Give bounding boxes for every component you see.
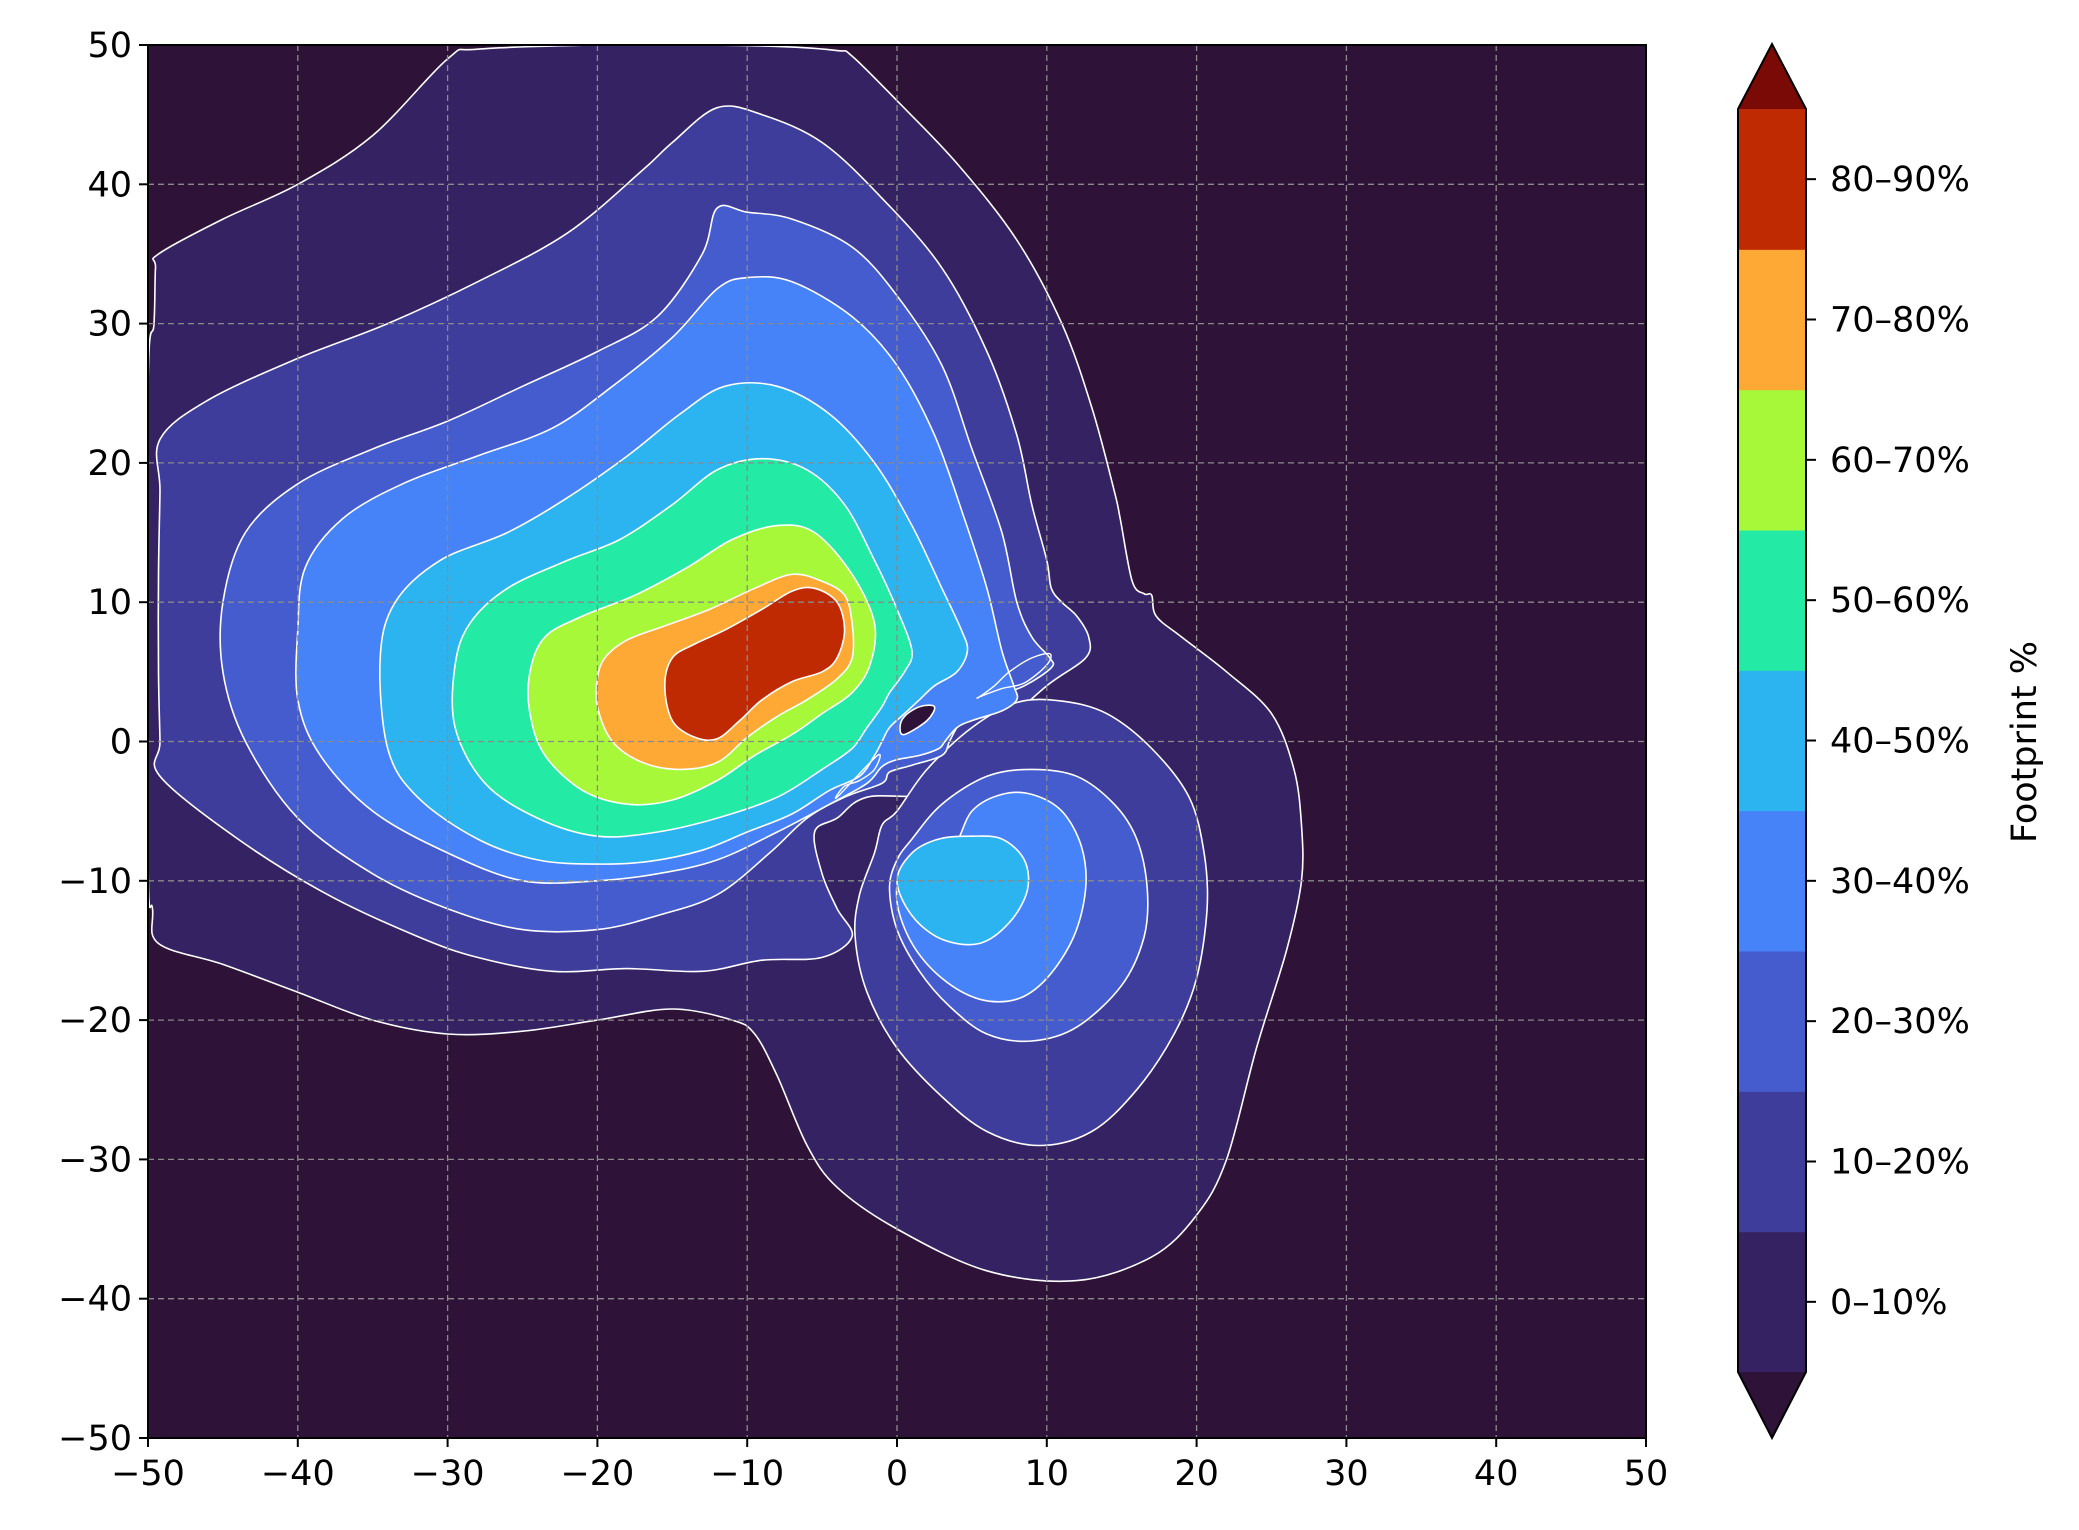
colorbar-outline xyxy=(1737,41,1807,1441)
contour-layer xyxy=(148,45,1304,1283)
colorbar-segment xyxy=(1738,1231,1806,1373)
colorbar-tick-label: 20–30% xyxy=(1830,1002,1970,1042)
colorbar-tick-label: 80–90% xyxy=(1830,160,1970,200)
colorbar-tick-label: 0–10% xyxy=(1830,1283,1948,1323)
x-tick-label: 10 xyxy=(1025,1454,1070,1494)
colorbar-extend-min xyxy=(1738,1372,1806,1438)
x-tick-label: −40 xyxy=(261,1454,335,1494)
x-tick-label: 0 xyxy=(886,1454,908,1494)
x-tick-label: −50 xyxy=(111,1454,185,1494)
y-tick-label: −50 xyxy=(58,1419,132,1459)
y-tick-label: −30 xyxy=(58,1140,132,1180)
colorbar-extend-max xyxy=(1738,44,1806,109)
colorbar-segment xyxy=(1738,249,1806,391)
y-tick-label: 10 xyxy=(87,583,132,623)
colorbar-tick-label: 60–70% xyxy=(1830,441,1970,481)
x-tick-label: 40 xyxy=(1474,1454,1519,1494)
x-tick-label: −10 xyxy=(710,1454,784,1494)
colorbar-segment xyxy=(1738,810,1806,952)
y-tick-label: −10 xyxy=(58,862,132,902)
colorbar-segment xyxy=(1738,389,1806,531)
colorbar-tick-label: 70–80% xyxy=(1830,301,1970,341)
x-axis: −50 −40 −30 −20 −10 0 10 20 30 40 50 xyxy=(111,1438,1668,1494)
x-tick-label: −30 xyxy=(411,1454,485,1494)
y-tick-label: 20 xyxy=(87,444,132,484)
y-axis: −50 −40 −30 −20 −10 0 10 20 30 40 50 xyxy=(58,26,148,1459)
colorbar-segment xyxy=(1738,530,1806,671)
y-tick-label: −20 xyxy=(58,1001,132,1041)
colorbar-tick-label: 40–50% xyxy=(1830,722,1970,762)
colorbar-segment xyxy=(1738,951,1806,1092)
colorbar-segment xyxy=(1738,670,1806,812)
y-tick-label: 30 xyxy=(87,305,132,345)
colorbar-title: Footprint % xyxy=(2005,641,2045,843)
grid-layer xyxy=(148,45,1646,1438)
colorbar-tick-label: 30–40% xyxy=(1830,862,1970,902)
contour-band-9-main xyxy=(663,586,846,742)
contour-streak-1 xyxy=(834,753,881,800)
x-tick-label: −20 xyxy=(560,1454,634,1494)
x-tick-label: 30 xyxy=(1324,1454,1369,1494)
contour-hole-0 xyxy=(899,704,936,736)
y-tick-label: 50 xyxy=(87,26,132,66)
x-tick-label: 50 xyxy=(1624,1454,1669,1494)
colorbar: 0–10% 10–20% 20–30% 30–40% 40–50% 50–60% 60–70… xyxy=(1737,41,1970,1441)
contour-streak-0 xyxy=(976,652,1052,699)
contour-band-5-south xyxy=(896,835,1030,946)
colorbar-tick-label: 10–20% xyxy=(1830,1143,1970,1183)
y-tick-label: 40 xyxy=(87,165,132,205)
y-tick-label: −40 xyxy=(58,1280,132,1320)
y-tick-label: 0 xyxy=(110,723,132,763)
colorbar-segment xyxy=(1738,109,1806,250)
colorbar-tick-label: 50–60% xyxy=(1830,581,1970,621)
x-tick-label: 20 xyxy=(1174,1454,1219,1494)
colorbar-segment xyxy=(1738,1091,1806,1233)
